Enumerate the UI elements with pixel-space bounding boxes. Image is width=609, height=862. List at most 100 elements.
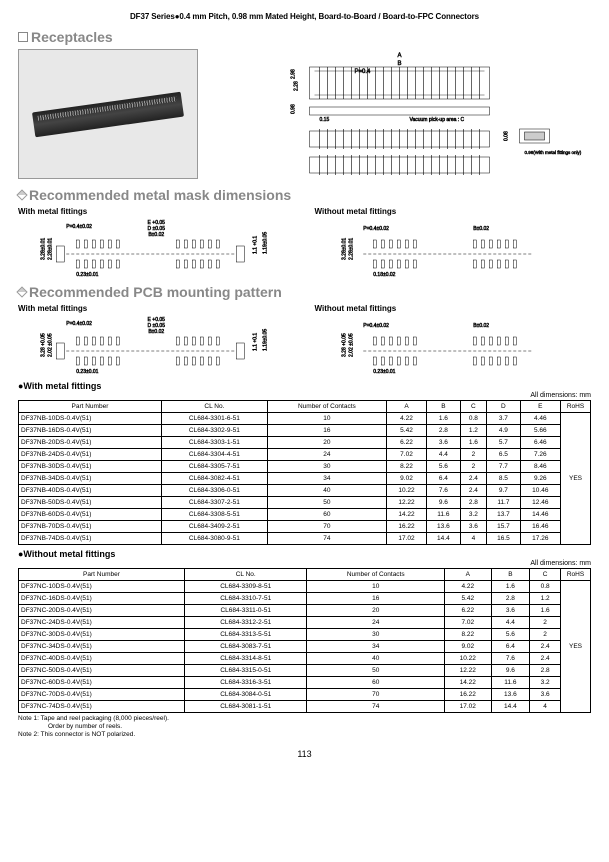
table-cell: DF37NB-74DS-0.4V(51) — [19, 533, 162, 545]
table-cell: 5.6 — [427, 461, 460, 473]
table-cell: DF37NB-24DS-0.4V(51) — [19, 449, 162, 461]
section-mask: Recommended metal mask dimensions — [18, 187, 591, 203]
table-cell: 9.26 — [520, 473, 560, 485]
table-cell: 10 — [307, 581, 445, 593]
table-cell: 40 — [307, 653, 445, 665]
table-cell: 11.7 — [487, 497, 520, 509]
svg-text:0.23±0.01: 0.23±0.01 — [373, 369, 395, 375]
svg-text:P=0.4±0.02: P=0.4±0.02 — [363, 323, 389, 329]
diamond-icon — [16, 286, 27, 297]
table-cell: 10.22 — [444, 653, 491, 665]
table-cell: 13.6 — [491, 689, 530, 701]
table-cell: DF37NC-20DS-0.4V(51) — [19, 605, 185, 617]
pcb-with-diagram: P=0.4±0.02 E +0.05 D ±0.05 B±0.02 3.28 +… — [18, 315, 295, 375]
table-cell: 17.02 — [386, 533, 426, 545]
top-diagram: A B P=0.4 2.98 2.28 0.9 — [208, 49, 591, 179]
table-cell: 9.02 — [444, 641, 491, 653]
table-cell: 7.02 — [386, 449, 426, 461]
table-row: DF37NB-50DS-0.4V(51)CL684-3307-2-515012.… — [19, 497, 591, 509]
table-cell: CL684-3312-2-51 — [184, 617, 307, 629]
svg-text:1.19±0.05: 1.19±0.05 — [262, 329, 268, 351]
table-cell: CL684-3084-0-51 — [184, 689, 307, 701]
svg-text:0.23±0.01: 0.23±0.01 — [76, 369, 98, 375]
table-cell: 2.4 — [530, 653, 561, 665]
table-cell: 30 — [307, 629, 445, 641]
table-header: RoHS — [561, 569, 591, 581]
table-cell: 12.22 — [386, 497, 426, 509]
table-header: Number of Contacts — [267, 401, 386, 413]
table-cell: 4.22 — [386, 413, 426, 425]
dimensions-note: All dimensions: mm — [18, 392, 591, 399]
table-cell: 17.02 — [444, 701, 491, 713]
diamond-icon — [16, 189, 27, 200]
table-cell: DF37NB-70DS-0.4V(51) — [19, 521, 162, 533]
table-cell: CL684-3314-8-51 — [184, 653, 307, 665]
table-cell: 14.4 — [491, 701, 530, 713]
table-cell: 12.46 — [520, 497, 560, 509]
table-without-fittings: Part NumberCL No.Number of ContactsABCRo… — [18, 568, 591, 713]
table-cell: 16.46 — [520, 521, 560, 533]
table-cell: 13.6 — [427, 521, 460, 533]
table-row: DF37NB-74DS-0.4V(51)CL684-3080-9-517417.… — [19, 533, 591, 545]
svg-text:0.15: 0.15 — [320, 117, 330, 123]
svg-text:3.28±0.01: 3.28±0.01 — [341, 238, 347, 260]
without-fittings-label: Without metal fittings — [315, 207, 592, 216]
table-cell: 10.22 — [386, 485, 426, 497]
table-header: CL No. — [184, 569, 307, 581]
table-cell: 2.8 — [460, 497, 487, 509]
svg-text:P=0.4±0.02: P=0.4±0.02 — [363, 226, 389, 232]
svg-text:0.08: 0.08 — [504, 131, 510, 141]
table-row: DF37NC-20DS-0.4V(51)CL684-3311-0-51206.2… — [19, 605, 591, 617]
table-cell: CL684-3080-9-51 — [161, 533, 267, 545]
section-title: Recommended PCB mounting pattern — [29, 284, 282, 300]
svg-text:0.23±0.01: 0.23±0.01 — [76, 272, 98, 278]
svg-text:0.98: 0.98 — [291, 104, 297, 114]
table-cell: CL684-3081-1-51 — [184, 701, 307, 713]
table-cell: 5.66 — [520, 425, 560, 437]
table-cell: 15.7 — [487, 521, 520, 533]
table-header: CL No. — [161, 401, 267, 413]
table-row: DF37NC-16DS-0.4V(51)CL684-3310-7-51165.4… — [19, 593, 591, 605]
table-row: DF37NB-16DS-0.4V(51)CL684-3302-9-51165.4… — [19, 425, 591, 437]
table-cell: 10 — [267, 413, 386, 425]
svg-text:1.19±0.05: 1.19±0.05 — [262, 232, 268, 254]
table-cell: 14.22 — [386, 509, 426, 521]
section-title: Receptacles — [31, 29, 113, 45]
without-fittings-heading: ●Without metal fittings — [18, 549, 591, 559]
table-cell: 4.9 — [487, 425, 520, 437]
table-cell: 0.8 — [530, 581, 561, 593]
table-row: DF37NB-40DS-0.4V(51)CL684-3306-0-514010.… — [19, 485, 591, 497]
pcb-without-diagram: P=0.4±0.02 B±0.02 3.28 +0.05 2.02 ±0.05 … — [315, 315, 592, 375]
with-fittings-heading: ●With metal fittings — [18, 381, 591, 391]
table-cell: 4.4 — [491, 617, 530, 629]
table-row: DF37NB-60DS-0.4V(51)CL684-3308-5-516014.… — [19, 509, 591, 521]
note1: Note 1: Tape and reel packaging (8,000 p… — [18, 715, 591, 723]
product-photo — [18, 49, 198, 179]
rohs-cell: YES — [561, 581, 591, 713]
page-number: 113 — [18, 749, 591, 759]
table-cell: 2.8 — [530, 665, 561, 677]
table-cell: 16.22 — [386, 521, 426, 533]
table-cell: 40 — [267, 485, 386, 497]
table-header: A — [386, 401, 426, 413]
table-cell: 8.22 — [386, 461, 426, 473]
table-cell: DF37NB-60DS-0.4V(51) — [19, 509, 162, 521]
table-cell: CL684-3309-8-51 — [184, 581, 307, 593]
svg-text:B±0.02: B±0.02 — [148, 329, 164, 335]
section-pcb: Recommended PCB mounting pattern — [18, 284, 591, 300]
table-cell: 2.4 — [530, 641, 561, 653]
table-cell: DF37NB-10DS-0.4V(51) — [19, 413, 162, 425]
table-cell: DF37NB-20DS-0.4V(51) — [19, 437, 162, 449]
table-row: DF37NC-70DS-0.4V(51)CL684-3084-0-517016.… — [19, 689, 591, 701]
table-cell: 30 — [267, 461, 386, 473]
svg-text:P=0.4±0.02: P=0.4±0.02 — [66, 224, 92, 230]
table-header: B — [491, 569, 530, 581]
table-cell: 60 — [307, 677, 445, 689]
svg-text:B±0.02: B±0.02 — [473, 226, 489, 232]
table-cell: CL684-3307-2-51 — [161, 497, 267, 509]
table-cell: 9.7 — [487, 485, 520, 497]
svg-text:1.1 +0.1: 1.1 +0.1 — [252, 236, 258, 254]
table-cell: 6.22 — [386, 437, 426, 449]
table-cell: 5.42 — [444, 593, 491, 605]
svg-text:2.98: 2.98 — [291, 69, 297, 79]
